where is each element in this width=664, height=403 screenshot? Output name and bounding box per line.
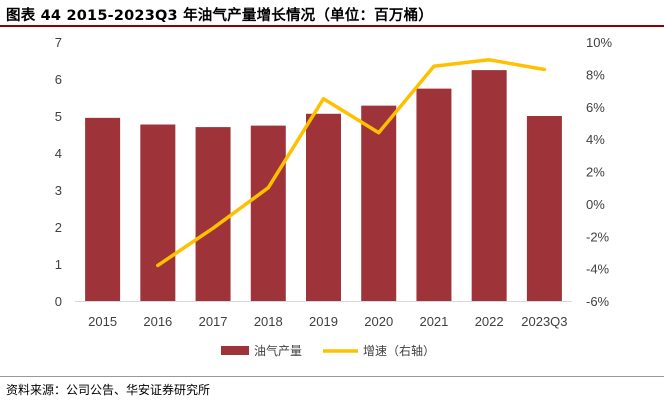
title-divider (0, 25, 664, 27)
x-tick-label: 2015 (88, 314, 117, 329)
left-tick-label: 1 (55, 257, 62, 272)
right-tick-label: 10% (586, 35, 612, 50)
bar (306, 113, 341, 301)
source-note: 资料来源：公司公告、华安证券研究所 (6, 383, 211, 397)
right-tick-label: 4% (586, 132, 605, 147)
legend-swatch-bar (221, 346, 249, 355)
growth-line (156, 58, 547, 268)
bar (140, 124, 176, 301)
bar (526, 116, 562, 301)
x-tick-label: 2016 (143, 314, 172, 329)
left-tick-label: 4 (55, 146, 62, 161)
x-tick-label: 2019 (309, 314, 338, 329)
x-tick-label: 2020 (364, 314, 393, 329)
x-tick-label: 2017 (199, 314, 228, 329)
right-tick-label: -4% (586, 262, 610, 277)
left-tick-label: 5 (55, 109, 62, 124)
left-tick-label: 0 (55, 294, 62, 309)
right-tick-label: 0% (586, 197, 605, 212)
legend-label-bar: 油气产量 (254, 343, 302, 358)
right-tick-label: 8% (586, 67, 605, 82)
bar (250, 125, 286, 302)
left-tick-label: 3 (55, 183, 62, 198)
x-axis-ticks: 2015 2016 2017 2018 2019 2020 2021 2022 2023Q3 (88, 314, 567, 329)
x-tick-label: 2022 (475, 314, 504, 329)
bar-series (85, 70, 562, 302)
bar (85, 117, 121, 301)
right-tick-label: -2% (586, 229, 610, 244)
bar (195, 127, 231, 301)
bar (416, 88, 452, 302)
bar-line-chart: 0 1 2 3 4 5 6 7 -6% -4% -2% 0% 2% 4% 6% 8% 10% 2015 2016… (55, 35, 613, 358)
x-tick-label: 2021 (419, 314, 448, 329)
right-tick-label: 2% (586, 165, 605, 180)
right-axis-ticks: -6% -4% -2% 0% 2% 4% 6% 8% 10% (586, 35, 612, 309)
bar (361, 105, 397, 301)
x-tick-label: 2023Q3 (521, 314, 567, 329)
right-tick-label: 6% (586, 100, 605, 115)
left-tick-label: 7 (55, 35, 62, 50)
right-tick-label: -6% (586, 294, 610, 309)
footer-divider (0, 376, 664, 377)
legend-label-line: 增速（右轴） (363, 343, 435, 358)
legend: 油气产量 增速（右轴） (221, 343, 435, 358)
left-tick-label: 2 (55, 220, 62, 235)
bar (471, 70, 507, 302)
x-tick-label: 2018 (254, 314, 283, 329)
left-tick-label: 6 (55, 72, 62, 87)
chart-title: 图表 44 2015-2023Q3 年油气产量增长情况（单位：百万桶） (6, 8, 433, 24)
left-axis-ticks: 0 1 2 3 4 5 6 7 (55, 35, 62, 309)
